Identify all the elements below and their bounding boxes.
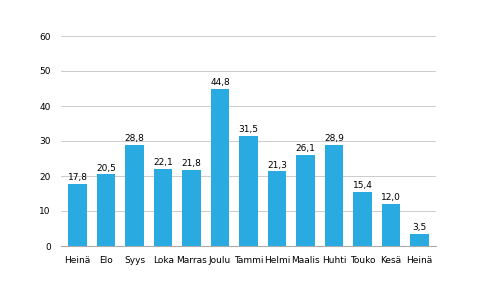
- Bar: [153, 169, 172, 246]
- Bar: [97, 174, 115, 246]
- Bar: [182, 170, 200, 246]
- Text: 20,5: 20,5: [96, 164, 116, 172]
- Text: 15,4: 15,4: [352, 181, 372, 190]
- Bar: [68, 184, 87, 246]
- Text: 28,8: 28,8: [124, 134, 144, 143]
- Text: 28,9: 28,9: [323, 134, 343, 143]
- Bar: [409, 234, 428, 246]
- Text: 21,8: 21,8: [182, 159, 201, 168]
- Text: 12,0: 12,0: [380, 193, 400, 202]
- Bar: [239, 136, 257, 246]
- Text: 3,5: 3,5: [411, 223, 425, 232]
- Bar: [381, 204, 399, 246]
- Bar: [324, 145, 343, 246]
- Bar: [267, 171, 286, 246]
- Text: 31,5: 31,5: [238, 125, 258, 134]
- Text: 44,8: 44,8: [210, 78, 229, 87]
- Text: 17,8: 17,8: [68, 173, 88, 182]
- Text: 22,1: 22,1: [153, 158, 173, 167]
- Bar: [352, 192, 371, 246]
- Bar: [211, 89, 229, 246]
- Bar: [125, 145, 144, 246]
- Bar: [296, 154, 314, 246]
- Text: 21,3: 21,3: [267, 161, 287, 170]
- Text: 26,1: 26,1: [295, 144, 315, 153]
